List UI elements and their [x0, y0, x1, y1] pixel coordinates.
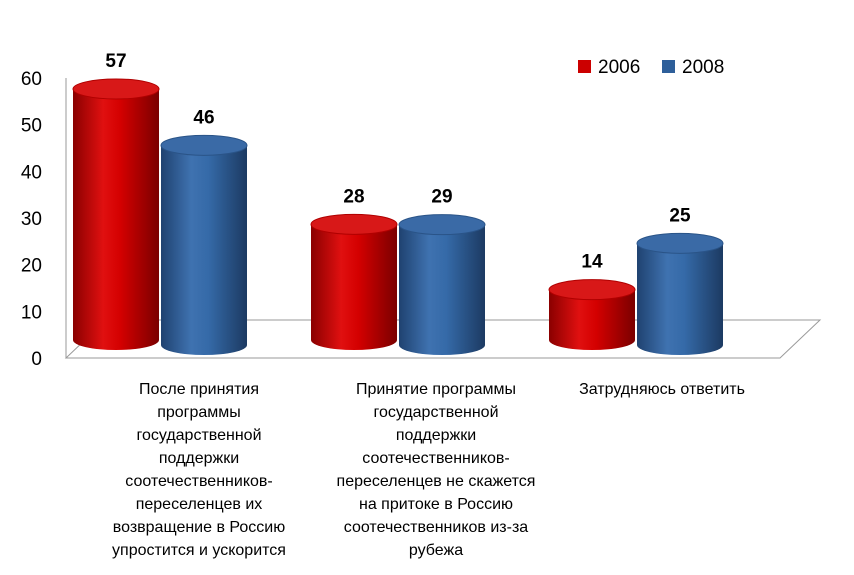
value-label: 57 — [105, 51, 126, 72]
bar-top — [160, 134, 248, 156]
bar-body — [549, 289, 635, 350]
bar-body — [637, 243, 723, 355]
y-tick-label: 50 — [21, 116, 42, 137]
bar-2006-cat-2 — [310, 213, 398, 350]
bar-body — [73, 89, 159, 350]
bar-body — [161, 145, 247, 355]
x-category-label: Затрудняюсь ответить — [579, 381, 745, 398]
y-tick-label: 30 — [21, 209, 42, 230]
x-category-label: Принятие программы государственной подде… — [336, 381, 536, 559]
bar-2008-cat-3 — [636, 232, 724, 355]
x-category-label: После принятия программы государственной… — [112, 381, 286, 559]
bar-top — [636, 232, 724, 254]
value-label: 14 — [581, 252, 603, 273]
legend-swatch — [662, 60, 675, 73]
value-label: 25 — [669, 205, 691, 226]
legend-label: 2008 — [682, 57, 724, 78]
legend-label: 2006 — [598, 57, 640, 78]
y-tick-label: 40 — [21, 162, 42, 183]
bar-body — [399, 224, 485, 355]
y-tick-label: 10 — [21, 302, 42, 323]
bar-2006-cat-3 — [548, 279, 636, 350]
value-label: 28 — [343, 186, 364, 207]
bar-body — [311, 224, 397, 350]
value-label: 29 — [431, 187, 452, 208]
y-tick-label: 60 — [21, 69, 42, 90]
y-tick-label: 20 — [21, 256, 42, 277]
legend-item-2008: 2008 — [662, 57, 724, 78]
bar-top — [398, 214, 486, 236]
bar-top — [548, 279, 636, 301]
y-tick-label: 0 — [31, 349, 42, 370]
bar-2008-cat-1 — [160, 134, 248, 355]
value-label: 46 — [193, 107, 214, 128]
legend-item-2006: 2006 — [578, 57, 640, 78]
legend-swatch — [578, 60, 591, 73]
bar-2008-cat-2 — [398, 214, 486, 355]
bar-2006-cat-1 — [72, 78, 160, 350]
bar-top — [310, 213, 398, 235]
bar-top — [72, 78, 160, 100]
